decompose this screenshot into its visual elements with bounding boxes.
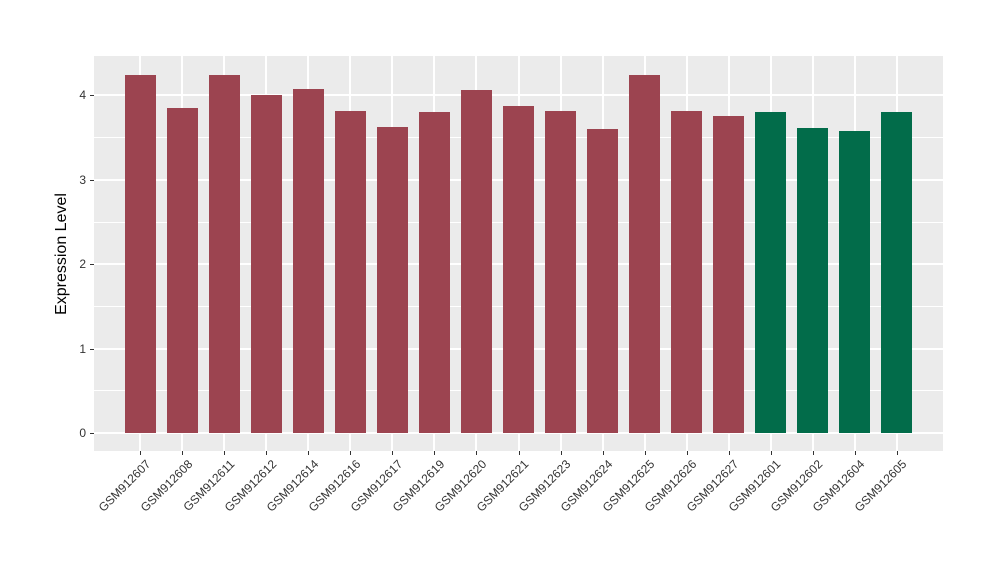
x-tick-mark bbox=[350, 451, 352, 455]
x-tick-mark bbox=[728, 451, 730, 455]
x-tick-mark bbox=[896, 451, 898, 455]
y-tick-mark bbox=[90, 348, 94, 350]
y-tick-mark bbox=[90, 433, 94, 435]
y-tick-label: 2 bbox=[79, 257, 86, 272]
x-tick-mark bbox=[686, 451, 688, 455]
y-tick-mark bbox=[90, 179, 94, 181]
y-tick-label: 1 bbox=[79, 341, 86, 356]
bar-GSM912616 bbox=[334, 111, 366, 433]
bar-GSM912617 bbox=[376, 126, 408, 434]
bar-GSM912604 bbox=[839, 130, 871, 434]
bar-GSM912623 bbox=[545, 111, 577, 433]
x-tick-mark bbox=[560, 451, 562, 455]
x-tick-mark bbox=[308, 451, 310, 455]
bar-GSM912601 bbox=[755, 112, 787, 433]
x-tick-mark bbox=[224, 451, 226, 455]
y-tick-mark bbox=[90, 264, 94, 266]
bar-GSM912607 bbox=[124, 75, 156, 434]
y-tick-label: 3 bbox=[79, 172, 86, 187]
bar-GSM912614 bbox=[292, 88, 324, 433]
bar-GSM912626 bbox=[671, 111, 703, 433]
bar-GSM912627 bbox=[713, 115, 745, 434]
x-tick-mark bbox=[182, 451, 184, 455]
bar-GSM912624 bbox=[587, 129, 619, 434]
bar-GSM912621 bbox=[503, 105, 534, 433]
y-tick-mark bbox=[90, 95, 94, 97]
bar-GSM912619 bbox=[418, 112, 450, 433]
plot-panel bbox=[94, 56, 943, 451]
x-tick-mark bbox=[392, 451, 394, 455]
x-tick-mark bbox=[770, 451, 772, 455]
x-tick-mark bbox=[518, 451, 520, 455]
x-tick-mark bbox=[854, 451, 856, 455]
x-tick-mark bbox=[602, 451, 604, 455]
bar-GSM912608 bbox=[166, 108, 198, 433]
x-tick-mark bbox=[812, 451, 814, 455]
x-tick-mark bbox=[644, 451, 646, 455]
bar-GSM912611 bbox=[208, 75, 240, 434]
bar-GSM912602 bbox=[797, 128, 829, 434]
x-tick-mark bbox=[266, 451, 268, 455]
bar-GSM912612 bbox=[250, 94, 282, 433]
x-tick-mark bbox=[434, 451, 436, 455]
bar-GSM912605 bbox=[881, 112, 913, 433]
y-tick-label: 0 bbox=[79, 426, 86, 441]
y-tick-label: 4 bbox=[79, 88, 86, 103]
x-tick-mark bbox=[140, 451, 142, 455]
x-tick-mark bbox=[476, 451, 478, 455]
bar-GSM912625 bbox=[629, 75, 661, 434]
bar-GSM912620 bbox=[460, 90, 492, 433]
y-axis-title: Expression Level bbox=[53, 193, 70, 315]
